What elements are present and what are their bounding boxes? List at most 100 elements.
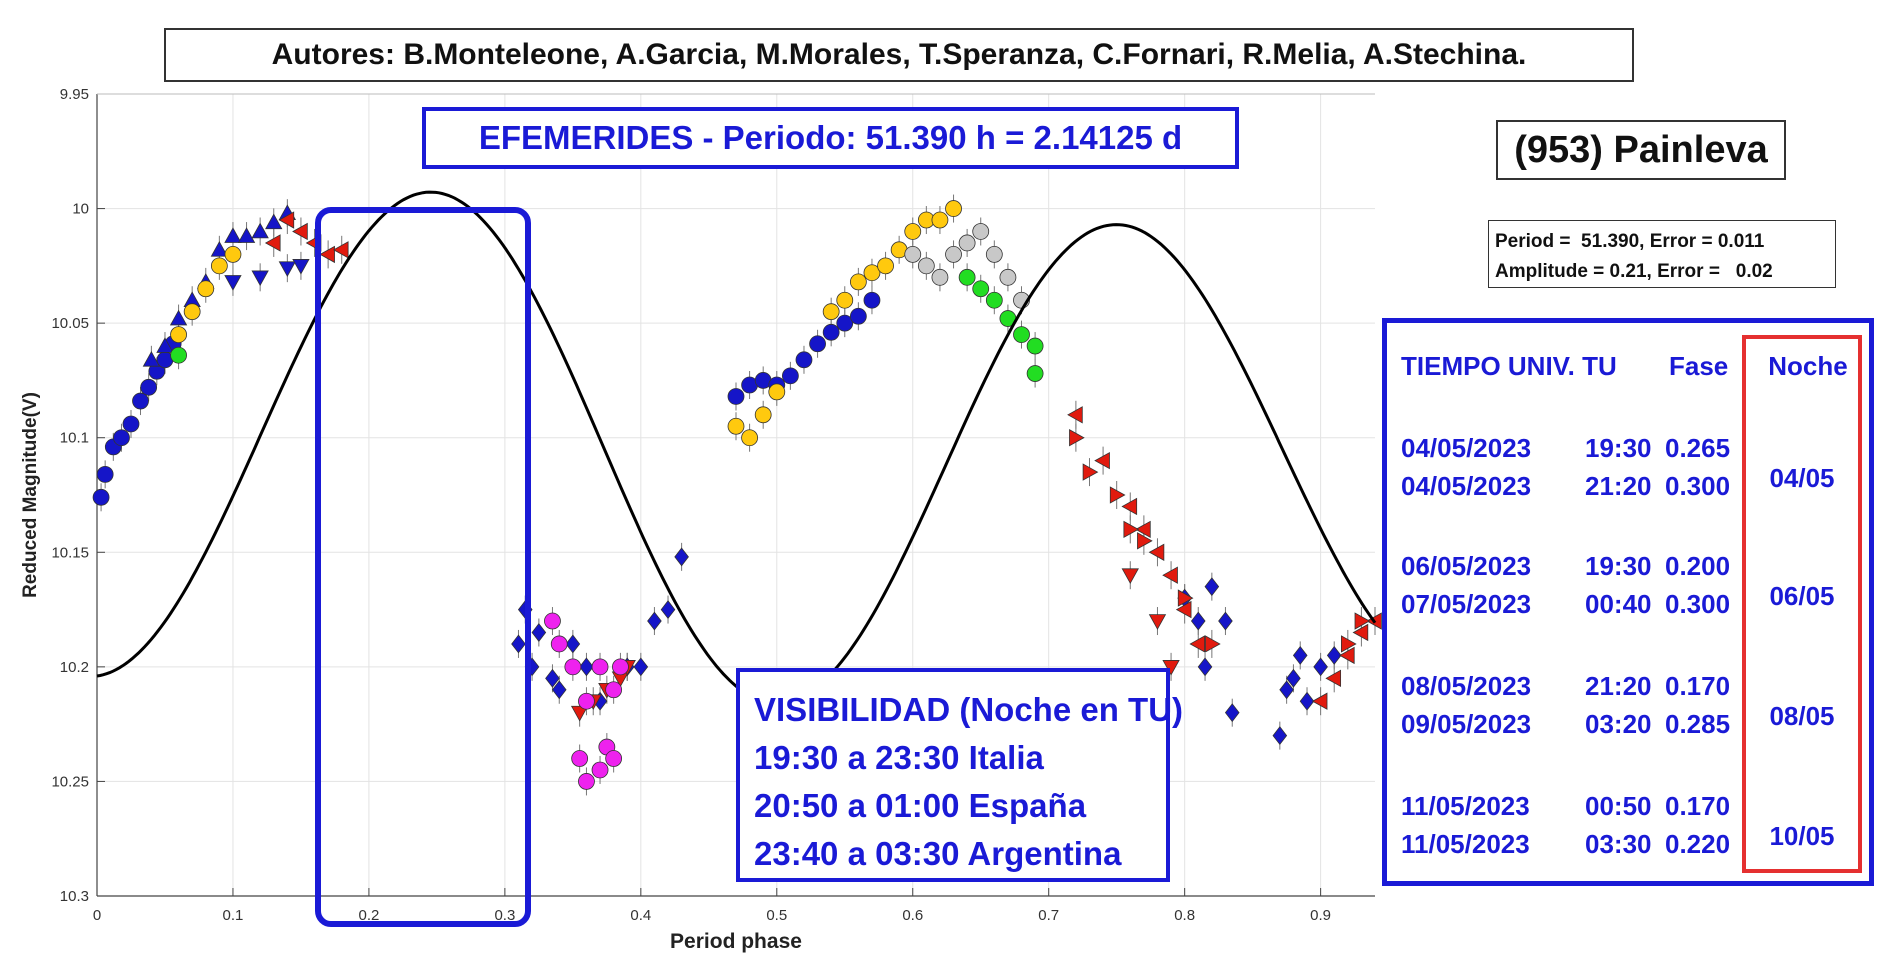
data-point (633, 657, 649, 677)
data-point (1123, 520, 1140, 539)
data-point (1299, 691, 1315, 711)
data-point (605, 750, 623, 767)
data-point (183, 303, 201, 321)
schedule-row: 04/05/2023 21:20 0.300 (1401, 471, 1731, 501)
data-point (822, 323, 840, 341)
visibility-line: 19:30 a 23:30 Italia (754, 739, 1044, 776)
data-point (237, 227, 256, 243)
ephemerides-title: EFEMERIDES - Periodo: 51.390 h = 2.14125… (422, 107, 1239, 169)
data-point (727, 417, 745, 435)
data-point (1094, 451, 1110, 470)
object-name: (953) Painleva (1496, 120, 1786, 180)
y-tick-label: 10.3 (60, 888, 89, 905)
data-point (1325, 669, 1342, 687)
data-point (1338, 646, 1355, 665)
data-point (958, 234, 976, 252)
data-point (251, 222, 269, 239)
data-point (591, 761, 609, 779)
schedule-row: 08/05/2023 21:20 0.170 (1401, 671, 1731, 701)
data-point (1121, 497, 1138, 516)
data-point (1218, 611, 1233, 631)
data-point (332, 241, 349, 259)
data-point (1148, 543, 1165, 561)
data-point (140, 378, 158, 396)
fit-amplitude-line: Amplitude = 0.21, Error = 0.02 (1495, 261, 1773, 282)
data-point (1311, 692, 1328, 710)
data-point (931, 211, 949, 229)
night-label: 04/05 (1769, 463, 1835, 493)
data-point (849, 307, 867, 325)
y-tick-label: 10.15 (51, 544, 89, 561)
data-point (985, 245, 1003, 263)
y-tick-label: 9.95 (60, 86, 89, 103)
data-point (904, 223, 922, 240)
data-point (781, 367, 799, 385)
data-point (1069, 429, 1085, 447)
data-point (591, 658, 609, 676)
data-point (251, 270, 269, 287)
data-point (904, 245, 922, 263)
data-point (122, 415, 140, 433)
data-point (545, 668, 560, 688)
data-point (96, 465, 114, 483)
data-point (92, 488, 110, 506)
data-point (917, 257, 935, 275)
data-point (1067, 406, 1083, 424)
x-tick-label: 0.2 (358, 907, 379, 924)
data-point (1026, 365, 1044, 382)
data-point (565, 634, 581, 654)
y-tick-label: 10 (72, 201, 89, 218)
y-tick-label: 10.05 (51, 315, 89, 332)
data-point (1279, 680, 1294, 700)
y-axis-label: Reduced Magnitude(V) (20, 392, 41, 598)
authors-banner: Autores: B.Monteleone, A.Garcia, M.Moral… (164, 28, 1634, 82)
data-point (754, 406, 772, 424)
fit-parameters-box: Period = 51.390, Error = 0.011 Amplitude … (1488, 220, 1836, 288)
schedule-row: 11/05/2023 03:30 0.220 (1401, 829, 1731, 859)
x-tick-label: 0.8 (1174, 907, 1195, 924)
data-point (264, 234, 281, 252)
data-point (822, 303, 840, 321)
data-point (531, 623, 547, 642)
x-tick-label: 0.1 (223, 907, 244, 924)
visibility-line: 20:50 a 01:00 España (754, 787, 1087, 824)
data-point (1197, 657, 1213, 677)
y-tick-label: 10.2 (60, 659, 89, 676)
data-point (1148, 614, 1167, 630)
data-point (170, 326, 187, 344)
data-point (142, 350, 161, 367)
data-point (1109, 486, 1126, 504)
schedule-header-phase: Fase (1669, 351, 1729, 381)
data-point (1204, 577, 1220, 597)
data-point (1162, 566, 1178, 584)
data-point (278, 261, 297, 277)
x-tick-label: 0.3 (494, 907, 515, 924)
data-point (612, 658, 629, 676)
data-point (1313, 657, 1328, 677)
data-point (1326, 645, 1342, 665)
schedule-row: 04/05/2023 19:30 0.265 (1401, 433, 1731, 463)
x-tick-label: 0.4 (630, 907, 651, 924)
data-point (1162, 660, 1180, 676)
data-point (1013, 326, 1030, 344)
data-point (578, 692, 595, 710)
data-point (1137, 532, 1153, 550)
schedule-row: 11/05/2023 00:50 0.170 (1401, 791, 1731, 821)
data-point (1224, 703, 1240, 723)
data-point (1189, 635, 1206, 653)
data-point (564, 658, 582, 676)
data-point (1352, 623, 1369, 642)
data-point (999, 268, 1017, 286)
data-point (550, 635, 568, 653)
data-point (849, 273, 867, 291)
schedule-row: 06/05/2023 19:30 0.200 (1401, 551, 1731, 581)
visibility-title: VISIBILIDAD (Noche en TU) (754, 691, 1184, 728)
data-point (1121, 568, 1139, 585)
data-point (660, 600, 676, 620)
data-point (1286, 668, 1301, 688)
data-point (809, 335, 826, 353)
night-label: 10/05 (1769, 821, 1835, 851)
data-point (972, 280, 990, 298)
data-point (1205, 635, 1221, 653)
data-point (1341, 635, 1357, 653)
